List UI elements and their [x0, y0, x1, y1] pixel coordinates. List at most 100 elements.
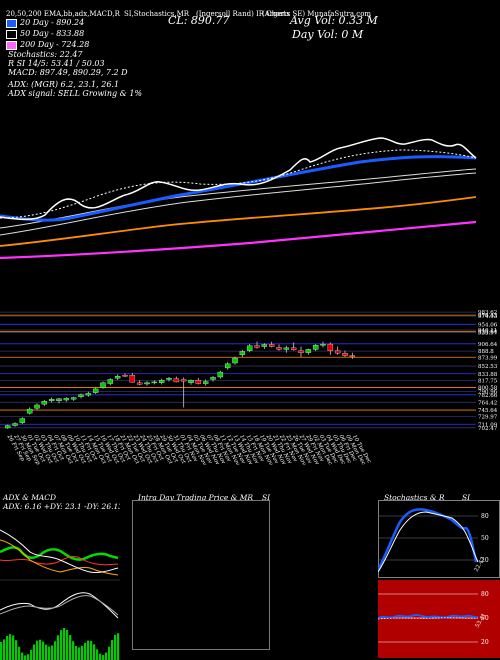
rsi-level-50-label: 50 [481, 615, 489, 622]
price-level-label: 974.03 [478, 314, 498, 320]
candle-body [334, 350, 341, 354]
candle-body [114, 376, 121, 379]
ma20-label: 20 Day - 890.24 [20, 18, 85, 27]
price-level-label: 745.64 [478, 408, 498, 414]
candle-body [56, 398, 62, 402]
macd-bar [93, 644, 96, 660]
candle-body [41, 401, 48, 405]
candle-body [158, 380, 165, 383]
macd-bar [87, 640, 90, 660]
macd-bar [81, 645, 84, 660]
adx-macd-panel: ADX: 6.16 +DY: 23.1 -DY: 26.13 [0, 500, 120, 660]
candle-body [305, 349, 312, 353]
macd-bar [51, 645, 54, 660]
ema-white-lower [0, 168, 477, 229]
candle-body [342, 352, 348, 356]
price-level-label: 888.8 [478, 349, 494, 355]
stochastics-readout: Stochastics: 22.47 [8, 50, 83, 59]
price-level-label: 906.64 [478, 342, 498, 348]
macd-bar [12, 635, 15, 660]
candle-body [327, 343, 334, 351]
price-level-label: 976.43 [478, 313, 498, 319]
candle-body [195, 380, 202, 384]
candle-body [173, 378, 180, 383]
macd-bar [78, 647, 81, 660]
rsi-level-80-label: 80 [481, 591, 489, 598]
macd-bar [99, 653, 102, 660]
ma200-swatch [6, 40, 17, 50]
candle-body [202, 381, 209, 384]
price-level-label: 933.97 [478, 331, 498, 337]
candle-body [283, 347, 290, 350]
price-level-label: 940.11 [478, 328, 497, 334]
adx-panel-readout: ADX: 6.16 +DY: 23.1 -DY: 26.13 [2, 502, 120, 511]
macd-bar [108, 646, 111, 660]
candle-body [4, 425, 11, 429]
price-level-label: 852.53 [478, 364, 498, 370]
candle-body [210, 377, 216, 380]
adx-signal-readout: ADX signal: SELL Growing & 1% [8, 89, 143, 98]
candle-body [349, 355, 356, 357]
ma200-label: 200 Day - 724.28 [20, 40, 90, 49]
ma50-row: 50 Day - 833.88 [6, 29, 84, 39]
macd-bar [75, 645, 78, 660]
ema-white-upper [0, 172, 477, 236]
candle-body [26, 408, 33, 414]
candle-body [276, 347, 282, 350]
macd-bar [9, 634, 12, 660]
candle-body [166, 378, 172, 380]
moving-average-chart [0, 137, 477, 260]
rsi-readout: R SI 14/5: 53.41 / 50.03 [8, 59, 105, 68]
macd-bar [36, 640, 39, 660]
ma50-swatch [6, 29, 17, 39]
stoch-k-line [378, 508, 478, 571]
candle-body [19, 418, 26, 423]
ma200-row: 200 Day - 724.28 [6, 40, 89, 50]
candle-body [107, 379, 114, 384]
macd-bar [57, 635, 60, 660]
candle-body [217, 371, 224, 378]
stoch-si-label: SI [462, 493, 471, 502]
macd-bar [90, 640, 93, 660]
macd-bar [30, 649, 33, 660]
candle-body [100, 382, 106, 388]
intraday-title: Intra Day Trading Price & MR [138, 493, 254, 502]
candle-body [78, 394, 84, 397]
rsi-line [378, 614, 479, 619]
macd-histogram [0, 628, 120, 660]
ema-orange-line [0, 196, 477, 247]
close-price-label: CL: 890.77 [168, 14, 230, 27]
ema-blue-line [0, 155, 477, 222]
symbol-label: (Ingersoll Rand) IR Charts [196, 10, 291, 18]
candle-body [246, 345, 253, 351]
price-level-label: 983.62 [478, 310, 497, 316]
candle-body [224, 363, 231, 369]
macd-bar [21, 652, 24, 660]
adx-line [0, 539, 119, 576]
price-level-label: 954.06 [478, 322, 498, 328]
price-level-label: 833.88 [478, 372, 498, 378]
macd-bar [63, 628, 66, 660]
ma20-row: 20 Day - 890.24 [6, 18, 84, 28]
macd-bar [69, 635, 72, 660]
intraday-panel [132, 500, 270, 650]
stoch-level-20-label: 20 [481, 557, 489, 564]
macd-bar [15, 640, 18, 660]
candle-body [239, 351, 246, 355]
macd-bar [0, 642, 3, 660]
candle-body [232, 357, 238, 364]
indicators-line: 20,50,200 EMA,bb,adx,MACD,R [6, 10, 120, 18]
stoch-level-80-label: 80 [481, 513, 489, 520]
candle-body [268, 344, 275, 347]
candle-body [151, 381, 158, 384]
rsi-dotted-line [378, 617, 479, 620]
price-level-label: 729.97 [478, 414, 498, 420]
candle-body [12, 423, 18, 426]
day-volume-label: Day Vol: 0 M [292, 28, 364, 41]
price-level-label: 702.47 [478, 426, 498, 430]
macd-bar [105, 652, 108, 660]
price-level-label: 817.75 [478, 378, 498, 384]
rsi-level-20-label: 20 [481, 639, 489, 646]
